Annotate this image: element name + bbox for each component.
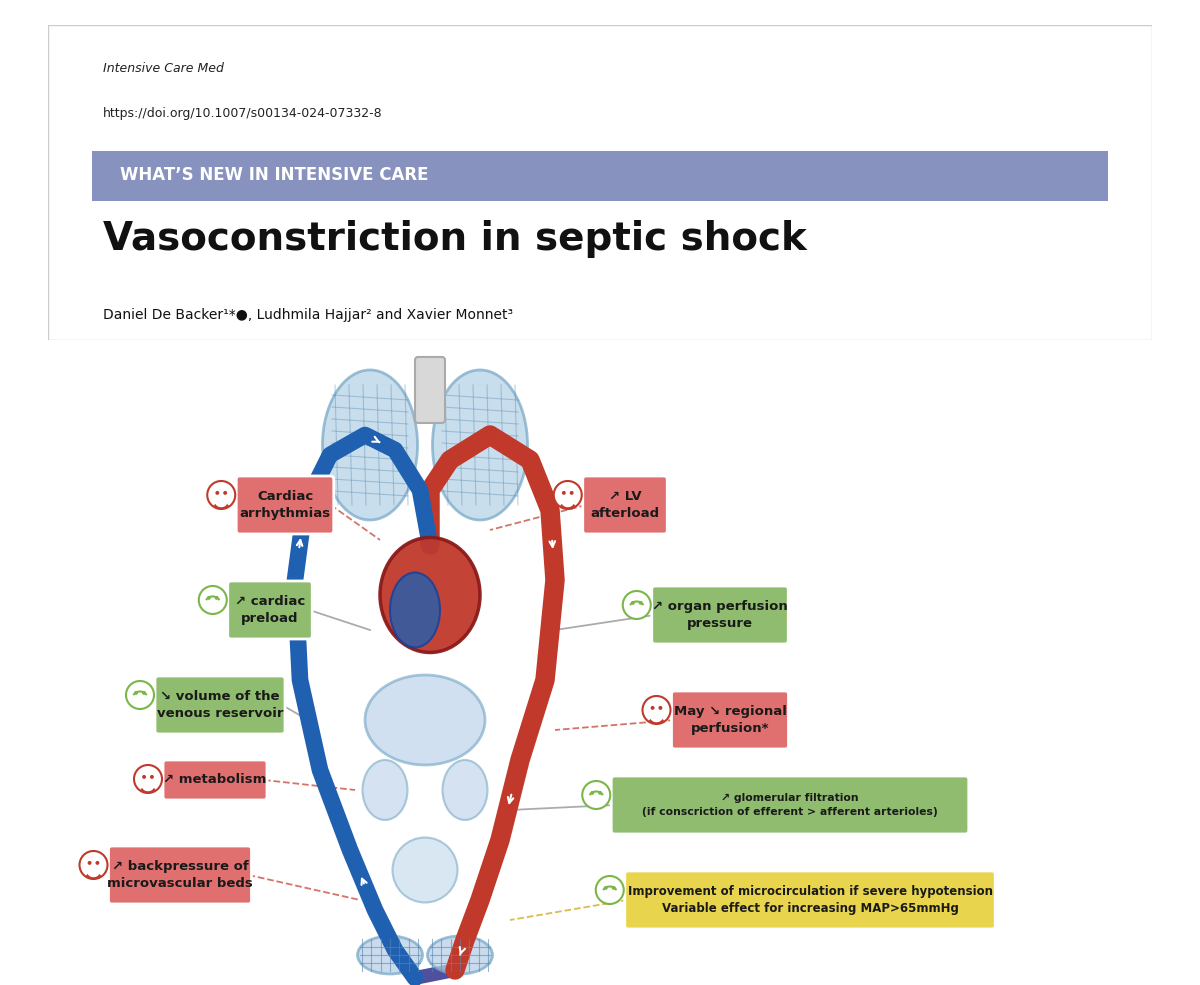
Circle shape [96,861,100,865]
Circle shape [590,791,594,795]
Ellipse shape [380,538,480,652]
Text: ↗ organ perfusion
pressure: ↗ organ perfusion pressure [652,600,788,630]
Circle shape [79,851,108,879]
Circle shape [599,791,602,795]
FancyBboxPatch shape [48,25,1152,340]
Text: ↗ cardiac
preload: ↗ cardiac preload [235,595,305,625]
Ellipse shape [443,760,487,820]
Text: https://doi.org/10.1007/s00134-024-07332-8: https://doi.org/10.1007/s00134-024-07332… [103,106,383,119]
Circle shape [553,481,582,509]
FancyBboxPatch shape [108,846,252,904]
FancyBboxPatch shape [155,676,286,734]
Circle shape [562,491,565,494]
Circle shape [199,586,227,614]
Circle shape [142,690,146,694]
Text: WHAT’S NEW IN INTENSIVE CARE: WHAT’S NEW IN INTENSIVE CARE [120,166,428,184]
FancyBboxPatch shape [625,871,995,929]
Text: Daniel De Backer¹*●, Ludhmila Hajjar² and Xavier Monnet³: Daniel De Backer¹*●, Ludhmila Hajjar² an… [103,308,514,322]
FancyBboxPatch shape [415,357,445,423]
Circle shape [208,481,235,509]
Text: ↘ volume of the
venous reservoir: ↘ volume of the venous reservoir [157,690,283,720]
Text: Cardiac
arrhythmias: Cardiac arrhythmias [240,490,330,520]
FancyBboxPatch shape [652,586,788,644]
Text: ↗ glomerular filtration
(if conscriction of efferent > afferent arterioles): ↗ glomerular filtration (if conscriction… [642,793,938,817]
Circle shape [623,591,650,619]
Ellipse shape [427,936,492,974]
Circle shape [595,876,624,904]
Circle shape [142,775,146,779]
Circle shape [650,706,654,710]
Circle shape [631,601,635,605]
Circle shape [659,706,662,710]
FancyBboxPatch shape [163,760,266,800]
FancyBboxPatch shape [228,581,312,639]
Circle shape [612,886,616,889]
Text: Improvement of microcirculation if severe hypotension
Variable effect for increa: Improvement of microcirculation if sever… [628,885,992,915]
Circle shape [134,690,138,694]
Text: ↗ backpressure of
microvascular beds: ↗ backpressure of microvascular beds [107,860,253,890]
FancyBboxPatch shape [611,776,968,834]
Circle shape [604,886,607,889]
Circle shape [582,781,611,809]
Circle shape [88,861,91,865]
Ellipse shape [323,370,418,520]
Circle shape [642,696,671,724]
Circle shape [126,681,154,709]
Ellipse shape [358,936,422,974]
Text: Vasoconstriction in septic shock: Vasoconstriction in septic shock [103,220,806,258]
Circle shape [215,491,220,494]
FancyBboxPatch shape [236,476,334,534]
Ellipse shape [390,572,440,647]
Circle shape [223,491,227,494]
Ellipse shape [362,760,408,820]
Text: ↗ metabolism: ↗ metabolism [163,773,266,786]
Ellipse shape [392,837,457,902]
FancyBboxPatch shape [92,151,1108,201]
Ellipse shape [365,675,485,765]
FancyBboxPatch shape [672,691,788,749]
Text: ↗ LV
afterload: ↗ LV afterload [590,490,660,520]
Circle shape [638,601,643,605]
Circle shape [206,596,211,600]
Ellipse shape [432,370,528,520]
FancyBboxPatch shape [583,476,667,534]
Circle shape [150,775,154,779]
Circle shape [215,596,218,600]
Circle shape [570,491,574,494]
Text: May ↘ regional
perfusion*: May ↘ regional perfusion* [673,705,786,735]
Circle shape [134,765,162,793]
Text: Intensive Care Med: Intensive Care Med [103,62,224,76]
